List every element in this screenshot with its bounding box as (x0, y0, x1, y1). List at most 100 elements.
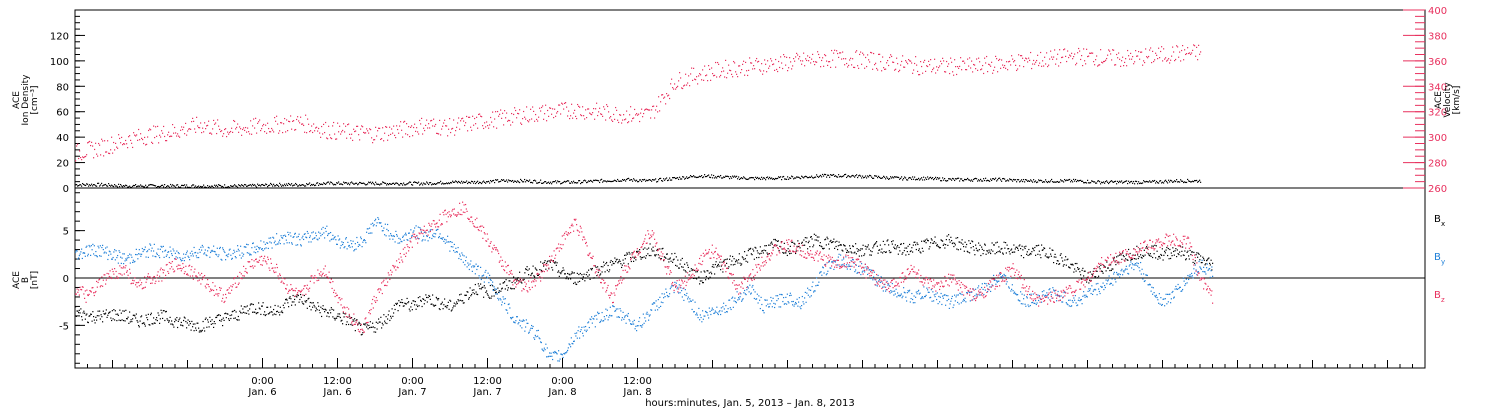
series-point (1178, 56, 1180, 58)
series-point (558, 360, 560, 362)
series-point (279, 182, 281, 184)
series-point (623, 179, 625, 181)
series-point (555, 352, 557, 354)
series-point (1188, 180, 1190, 182)
series-point (835, 245, 837, 248)
series-point (785, 178, 787, 180)
series-point (946, 235, 948, 237)
series-point (952, 71, 954, 73)
series-point (1023, 246, 1025, 248)
series-point (1099, 181, 1101, 183)
series-point (498, 291, 500, 294)
series-point (660, 305, 662, 308)
series-point (138, 249, 140, 251)
series-point (162, 317, 164, 320)
series-point (865, 248, 867, 250)
series-point (618, 316, 620, 319)
series-point (834, 175, 836, 177)
series-point (160, 185, 162, 187)
series-point (1180, 179, 1182, 181)
bottom-series (75, 201, 1214, 362)
series-point (236, 185, 238, 187)
series-point (880, 177, 882, 179)
series-point (557, 271, 559, 273)
series-point (519, 279, 521, 281)
series-point (148, 248, 150, 251)
series-point (623, 262, 625, 264)
series-point (495, 111, 497, 113)
series-point (458, 180, 460, 183)
series-point (470, 295, 472, 297)
series-point (192, 253, 194, 255)
series-point (328, 125, 330, 127)
series-point (192, 326, 194, 328)
series-point (705, 175, 707, 178)
series-point (401, 183, 403, 185)
series-point (258, 302, 260, 304)
series-point (209, 256, 211, 258)
series-point (803, 177, 805, 179)
series-point (890, 176, 892, 178)
series-point (824, 239, 826, 241)
series-point (987, 179, 989, 181)
series-point (233, 317, 235, 320)
series-point (457, 182, 459, 184)
series-point (668, 179, 670, 181)
series-point (466, 266, 468, 268)
series-point (1159, 180, 1161, 182)
series-point (463, 302, 465, 304)
series-point (473, 124, 475, 126)
series-point (874, 64, 876, 66)
series-point (570, 273, 572, 275)
series-point (419, 296, 421, 298)
series-point (537, 335, 539, 337)
series-point (901, 60, 903, 63)
series-point (830, 66, 832, 69)
series-point (734, 263, 736, 266)
series-point (1179, 181, 1181, 183)
series-point (789, 292, 791, 294)
series-point (591, 267, 593, 270)
series-point (116, 256, 118, 259)
series-point (599, 274, 601, 276)
series-point (1118, 181, 1120, 184)
series-point (855, 253, 857, 255)
series-point (689, 176, 691, 178)
series-point (996, 251, 998, 254)
series-point (740, 264, 742, 266)
series-point (683, 269, 685, 271)
series-point (1008, 61, 1010, 63)
series-point (360, 128, 362, 130)
series-point (796, 245, 798, 247)
series-point (1126, 180, 1128, 182)
series-point (884, 176, 886, 178)
series-point (303, 294, 305, 297)
series-point (766, 71, 768, 73)
series-point (707, 270, 709, 272)
series-point (665, 288, 667, 290)
series-point (487, 181, 489, 183)
series-point (732, 255, 734, 258)
series-point (88, 315, 90, 317)
series-point (362, 126, 364, 128)
series-point (1158, 255, 1160, 258)
series-point (1127, 49, 1129, 52)
series-point (985, 253, 987, 255)
series-point (82, 156, 84, 158)
series-point (215, 122, 217, 124)
series-point (441, 238, 443, 240)
series-point (1118, 52, 1120, 54)
series-point (913, 178, 915, 180)
series-point (106, 316, 108, 319)
series-point (290, 298, 292, 300)
series-point (705, 75, 707, 77)
series-point (1104, 60, 1106, 63)
series-point (308, 183, 310, 185)
series-point (133, 261, 135, 263)
series-point (795, 177, 797, 179)
series-point (587, 275, 589, 277)
series-point (681, 87, 683, 89)
series-point (1168, 58, 1170, 60)
series-point (606, 104, 608, 106)
series-point (844, 245, 846, 247)
